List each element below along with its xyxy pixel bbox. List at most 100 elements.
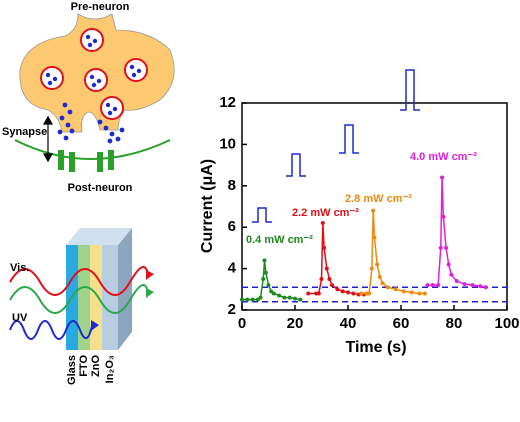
layer-fto <box>78 245 90 350</box>
data-point <box>335 287 340 292</box>
data-point <box>436 283 441 288</box>
data-point <box>462 282 467 287</box>
y-axis-label: Current (μA) <box>199 159 216 253</box>
data-point <box>393 287 398 292</box>
data-point <box>261 276 266 281</box>
data-point <box>319 276 324 281</box>
data-point <box>327 276 332 281</box>
data-point <box>438 245 443 250</box>
y-tick-label: 2 <box>228 301 236 318</box>
data-point <box>306 291 311 296</box>
plot-frame <box>241 102 508 311</box>
data-point <box>293 296 297 301</box>
arrow <box>146 288 154 298</box>
data-point <box>422 291 427 296</box>
data-point <box>250 297 255 302</box>
series <box>240 258 303 302</box>
y-tick-label: 8 <box>228 177 236 194</box>
data-point <box>324 266 329 271</box>
series-line <box>361 210 425 295</box>
data-point <box>401 289 406 294</box>
data-point <box>287 295 292 300</box>
layer-in2o3 <box>102 245 118 350</box>
vis-wave-green <box>9 284 149 314</box>
series <box>359 208 427 296</box>
data-point <box>351 291 356 296</box>
data-point <box>483 285 488 290</box>
light-pulse <box>400 69 420 111</box>
x-tick-label: 40 <box>340 315 357 332</box>
data-point <box>430 283 435 288</box>
light-pulse <box>339 124 359 154</box>
data-point <box>385 285 390 290</box>
data-point <box>425 283 430 288</box>
x-tick-label: 100 <box>494 315 519 332</box>
data-point <box>258 295 263 300</box>
data-point <box>320 221 325 226</box>
vis-label: Vis. <box>10 262 29 274</box>
data-point <box>263 270 268 275</box>
post-neuron-membrane <box>14 139 171 160</box>
layer-label: FTO <box>78 355 90 377</box>
layer-label: In₂O₃ <box>104 355 116 383</box>
receptors <box>58 150 114 172</box>
x-axis-label: Time (s) <box>345 339 406 356</box>
x-tick-label: 80 <box>446 315 463 332</box>
data-point <box>371 208 376 213</box>
data-point <box>298 297 303 302</box>
y-tick-label: 12 <box>219 94 236 111</box>
uv-wave <box>9 320 93 340</box>
data-point <box>380 281 385 286</box>
series <box>425 175 488 290</box>
data-point <box>359 291 364 296</box>
data-point <box>367 291 372 296</box>
x-tick-label: 60 <box>393 315 410 332</box>
data-point <box>478 284 483 289</box>
x-tick-label: 0 <box>238 315 246 332</box>
data-point <box>340 289 345 294</box>
data-point <box>277 293 282 298</box>
layer-zno <box>90 245 102 350</box>
light-pulse <box>252 207 272 223</box>
data-point <box>409 290 414 295</box>
data-point <box>316 291 321 296</box>
light-pulse <box>286 153 306 177</box>
y-tick-label: 4 <box>228 260 237 277</box>
data-point <box>271 291 276 296</box>
series-label: 2.2 mW cm⁻² <box>292 207 359 219</box>
data-point <box>245 297 250 302</box>
gap-arrow <box>42 115 54 163</box>
data-point <box>322 245 327 250</box>
arrow <box>91 320 99 331</box>
uv-label: UV <box>12 312 28 324</box>
data-point <box>262 258 267 263</box>
stack-top <box>66 228 132 245</box>
data-point <box>377 274 382 279</box>
data-point <box>369 266 374 271</box>
data-point <box>440 175 445 180</box>
data-point <box>375 262 380 267</box>
series-line <box>242 260 301 301</box>
vesicles <box>40 28 148 120</box>
layer-label: ZnO <box>90 355 102 377</box>
neuron-diagram: Pre-neuron Synapse Post-neuron <box>2 1 175 194</box>
data-point <box>266 283 271 288</box>
series-label: 0.4 mW cm⁻² <box>246 234 313 246</box>
data-point <box>470 283 475 288</box>
data-point <box>449 272 454 277</box>
post-neuron-label: Post-neuron <box>68 182 133 194</box>
series-line <box>427 177 486 288</box>
data-point <box>441 214 446 219</box>
y-tick-label: 6 <box>228 218 236 235</box>
neurotransmitters <box>45 34 142 144</box>
y-tick-label: 10 <box>219 135 236 152</box>
data-point <box>444 245 449 250</box>
series-label: 2.8 mW cm⁻² <box>345 193 412 205</box>
x-tick-label: 20 <box>287 315 304 332</box>
data-point <box>372 235 377 240</box>
synapse-label: Synapse <box>2 126 47 138</box>
arrow <box>146 270 154 280</box>
layer-label: Glass <box>66 355 78 385</box>
data-point <box>446 262 451 267</box>
